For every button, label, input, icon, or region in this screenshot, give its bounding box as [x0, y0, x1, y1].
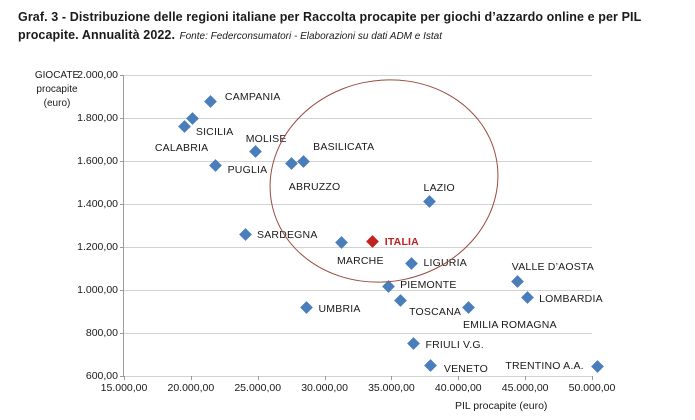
x-tick-mark	[525, 376, 527, 380]
y-tick-mark	[120, 204, 124, 205]
data-point-label: LAZIO	[423, 181, 455, 194]
data-point-label: FRIULI V.G.	[425, 338, 484, 351]
data-point-label: LIGURIA	[423, 257, 467, 270]
data-point-marker[interactable]	[407, 337, 420, 351]
x-tick-mark	[458, 376, 460, 380]
y-gridline	[124, 75, 592, 76]
data-point-marker[interactable]	[405, 256, 418, 270]
y-gridline	[124, 376, 592, 377]
y-axis-title-line2: procapite	[36, 84, 78, 95]
data-point-label: PUGLIA	[227, 163, 268, 176]
data-point-marker[interactable]	[520, 291, 534, 304]
data-point-label: LOMBARDIA	[539, 292, 603, 305]
data-point-label: SICILIA	[195, 126, 234, 138]
scatter-chart: GIOCATE procapite (euro) PIL procapite (…	[0, 55, 695, 420]
y-axis-title-line1: GIOCATE	[34, 70, 80, 81]
figure-caption: Graf. 3 - Distribuzione delle regioni it…	[18, 8, 678, 45]
x-axis-tick-label: 15.000,00	[100, 382, 148, 394]
y-axis-tick-label: 1.800,00	[77, 112, 118, 124]
y-axis-tick-label: 600,00	[85, 370, 118, 382]
data-point-marker[interactable]	[296, 154, 310, 168]
data-point-label: SARDEGNA	[257, 228, 318, 241]
data-point-label: MOLISE	[245, 133, 287, 146]
data-point-label: ABRUZZO	[288, 181, 341, 194]
data-point-marker[interactable]	[204, 95, 218, 108]
data-point-marker[interactable]	[186, 111, 200, 125]
data-point-marker[interactable]	[285, 156, 299, 170]
data-point-label: TRENTINO A.A.	[505, 360, 584, 373]
y-gridline	[124, 290, 592, 291]
data-point-label: EMILIA ROMAGNA	[462, 318, 557, 331]
y-gridline	[124, 118, 592, 119]
data-point-marker[interactable]	[590, 359, 604, 373]
y-tick-mark	[120, 290, 124, 291]
y-tick-mark	[120, 333, 124, 334]
plot-area: 2.000,00 1.800,00 1.600,00 1.400,00 1.200,00…	[77, 58, 615, 394]
y-tick-mark	[120, 161, 124, 162]
x-tick-mark	[190, 376, 192, 380]
data-point-label: MARCHE	[336, 254, 384, 267]
data-point-marker[interactable]	[238, 228, 252, 242]
x-axis-tick-label: 40.000,00	[434, 382, 482, 394]
x-axis-tick-label: 25.000,00	[234, 382, 282, 394]
data-point-marker[interactable]	[423, 195, 436, 209]
y-axis-tick-label: 1.200,00	[77, 241, 118, 253]
y-axis-tick-label: 1.400,00	[77, 198, 118, 210]
data-point-label: VENETO	[443, 362, 489, 375]
y-gridline	[124, 161, 592, 162]
data-point-marker[interactable]	[424, 359, 438, 373]
y-axis-tick-label: 2.000,00	[77, 69, 118, 81]
x-axis-title: PIL procapite (euro)	[455, 400, 548, 412]
data-point-label: CAMPANIA	[224, 91, 281, 104]
data-point-label: ITALIA	[384, 235, 419, 248]
y-tick-mark	[120, 75, 124, 76]
x-axis-tick-label: 45.000,00	[501, 382, 549, 394]
x-axis-tick-label: 50.000,00	[568, 382, 616, 394]
x-axis-tick-label: 30.000,00	[301, 382, 348, 394]
y-axis-tick-label: 1.600,00	[77, 155, 118, 167]
x-tick-mark	[391, 376, 393, 380]
y-axis-title-line3: (euro)	[43, 98, 71, 109]
y-tick-mark	[120, 247, 124, 248]
data-point-label: VALLE D’AOSTA	[511, 260, 594, 273]
data-point-marker[interactable]	[300, 301, 313, 315]
data-point-label: CALABRIA	[154, 142, 209, 155]
data-point-label: BASILICATA	[313, 141, 375, 153]
data-point-label: TOSCANA	[409, 305, 462, 318]
x-tick-mark	[592, 376, 593, 380]
data-point-marker[interactable]	[249, 144, 263, 158]
y-gridline	[124, 204, 592, 205]
data-point-marker[interactable]	[511, 275, 525, 289]
y-axis-title: GIOCATE procapite (euro)	[14, 69, 100, 111]
x-axis-tick-label: 20.000,00	[167, 382, 215, 394]
y-gridline	[124, 247, 592, 248]
y-gridline	[124, 333, 592, 334]
data-point-marker[interactable]	[393, 294, 407, 308]
data-point-label: PIEMONTE	[400, 279, 457, 292]
y-axis-tick-label: 800,00	[85, 327, 118, 339]
x-tick-mark	[257, 376, 259, 380]
y-tick-mark	[120, 118, 124, 119]
caption-source-text: Fonte: Federconsumatori - Elaborazioni s…	[179, 31, 443, 42]
x-axis-tick-label: 35.000,00	[368, 382, 415, 394]
caption-main-text: Graf. 3 - Distribuzione delle regioni it…	[18, 10, 642, 42]
data-point-marker[interactable]	[462, 301, 476, 315]
data-point-label: UMBRIA	[318, 302, 361, 315]
y-tick-mark	[120, 376, 124, 377]
y-axis-tick-label: 1.000,00	[77, 284, 118, 296]
x-tick-mark	[124, 376, 125, 380]
x-tick-mark	[324, 376, 326, 380]
